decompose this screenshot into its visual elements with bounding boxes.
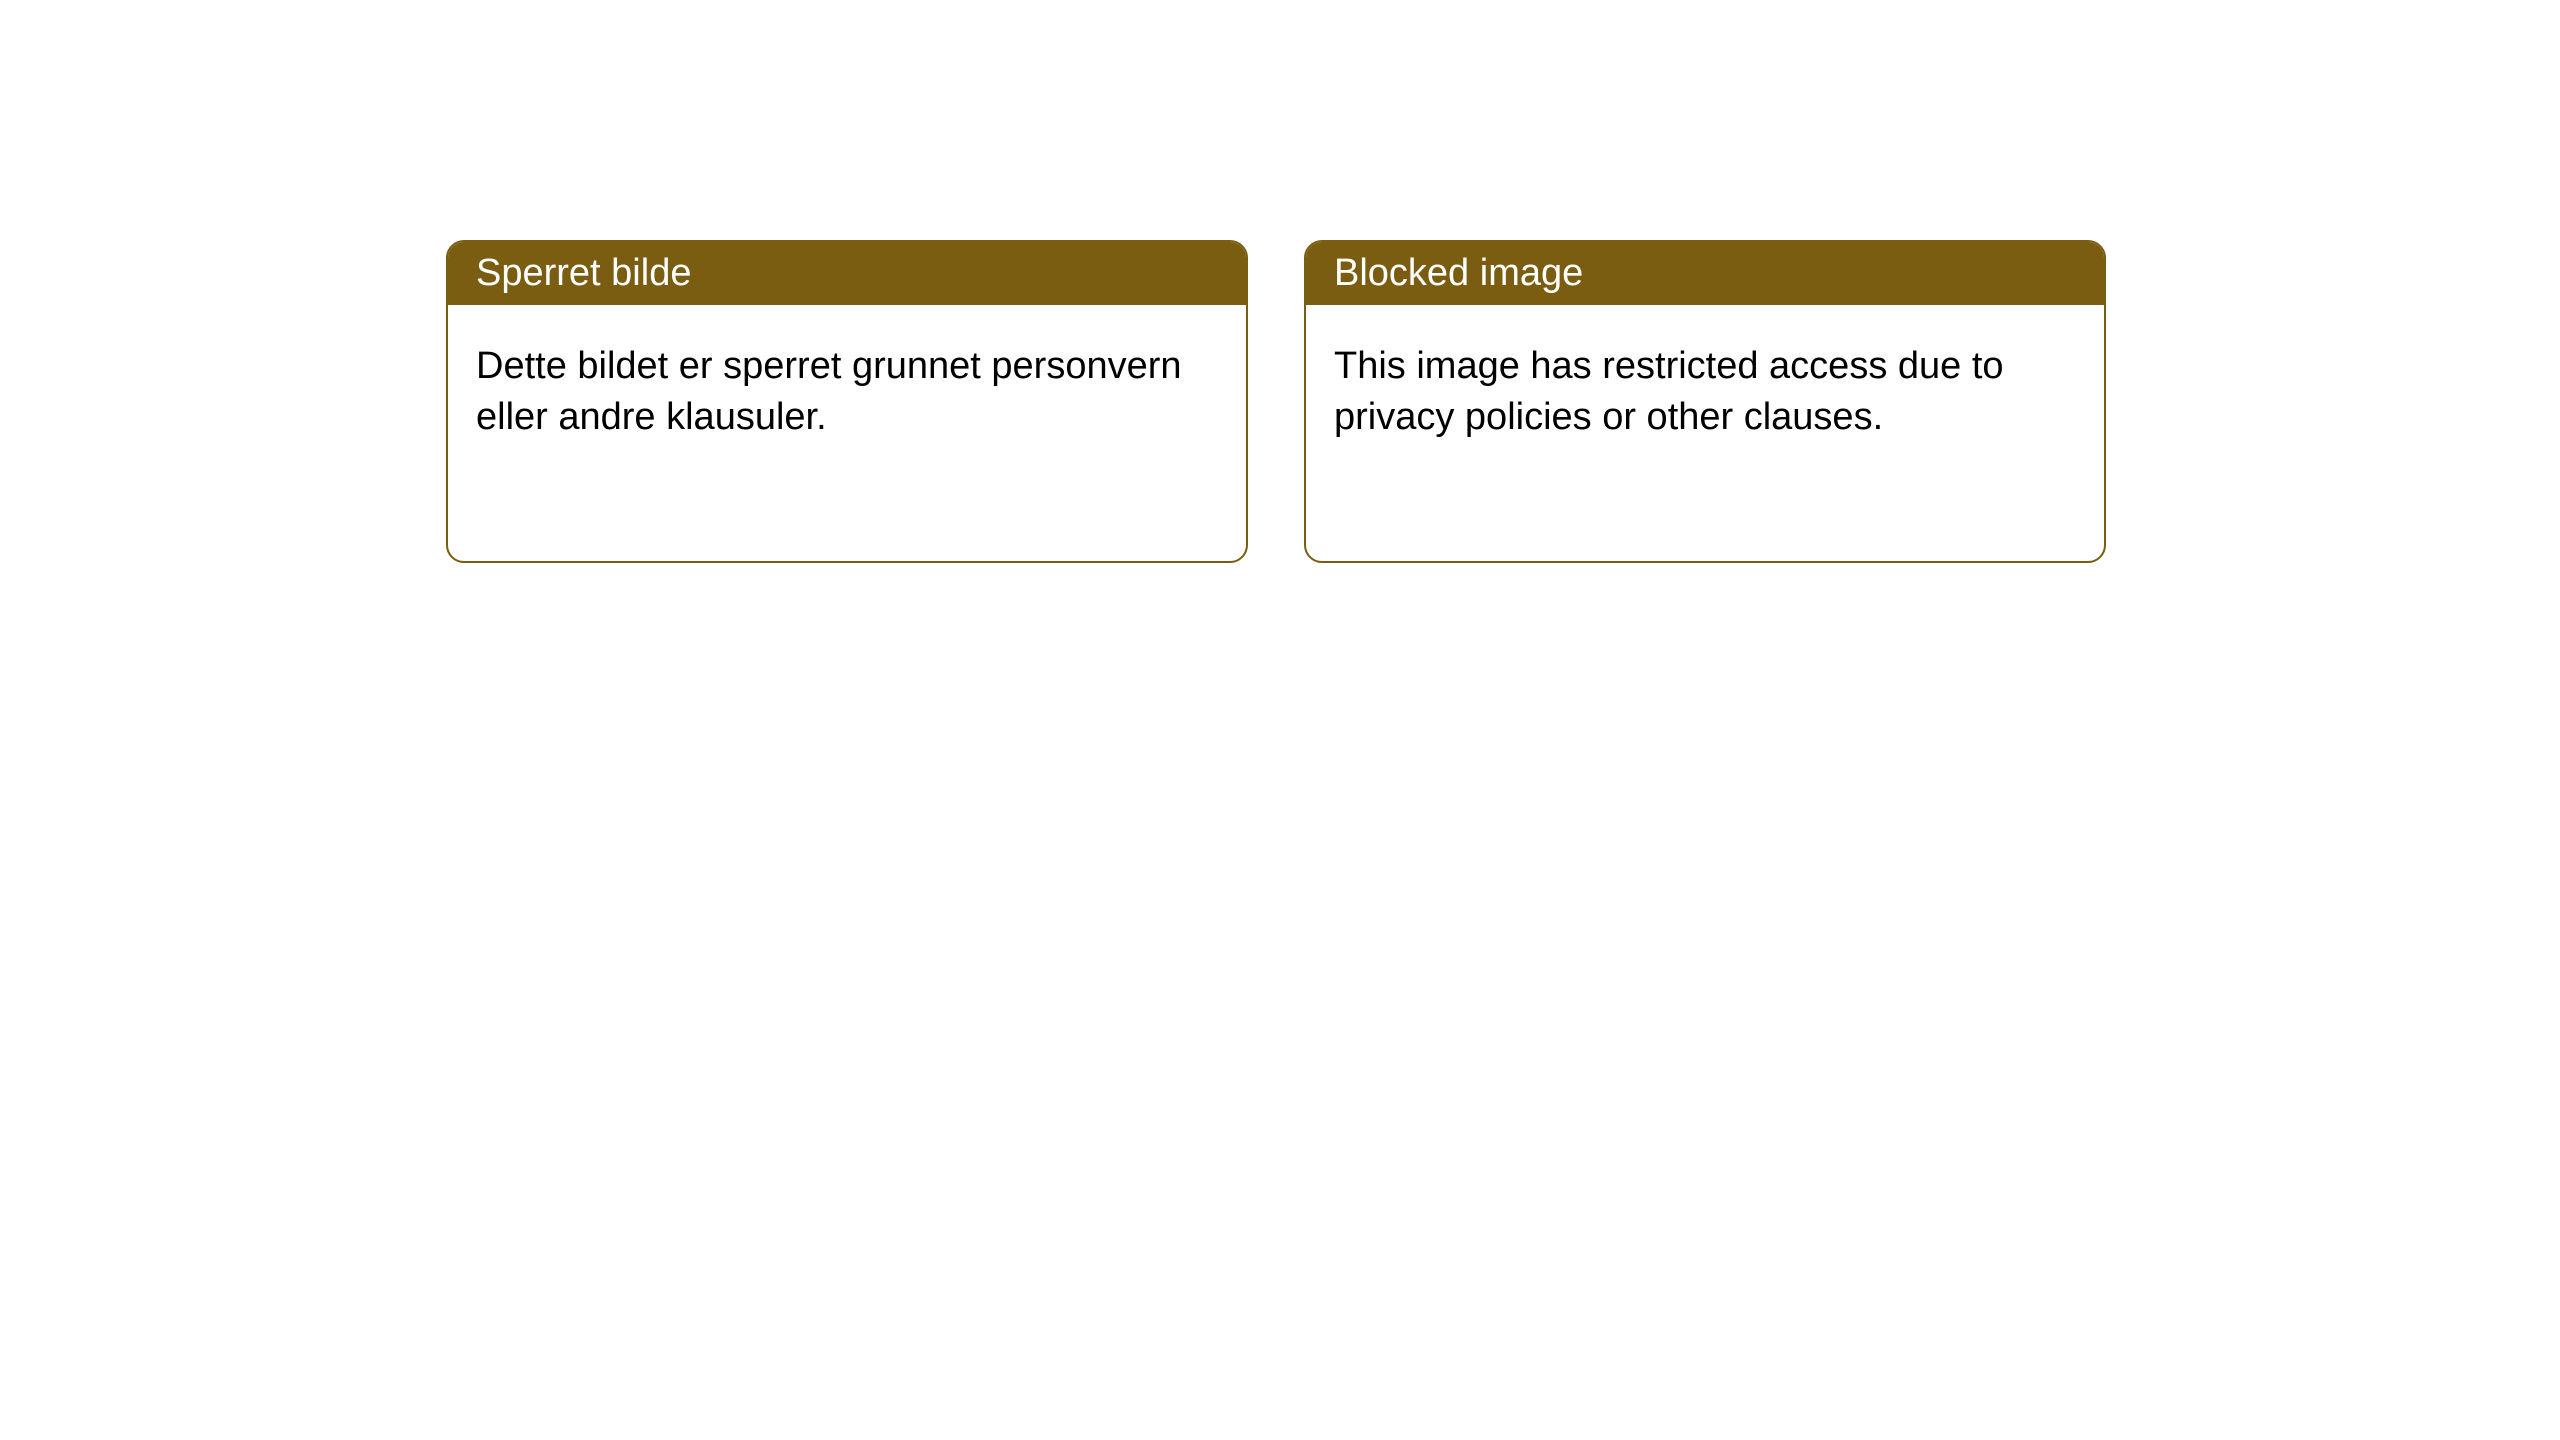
blocked-image-card-no: Sperret bilde Dette bildet er sperret gr… — [446, 240, 1248, 563]
notice-container: Sperret bilde Dette bildet er sperret gr… — [0, 0, 2560, 563]
card-title: Sperret bilde — [476, 252, 691, 294]
card-body: Dette bildet er sperret grunnet personve… — [448, 305, 1246, 561]
card-title: Blocked image — [1334, 252, 1583, 294]
card-header: Sperret bilde — [448, 242, 1246, 305]
card-header: Blocked image — [1306, 242, 2104, 305]
card-message: Dette bildet er sperret grunnet personve… — [476, 345, 1182, 438]
card-message: This image has restricted access due to … — [1334, 345, 2004, 438]
blocked-image-card-en: Blocked image This image has restricted … — [1304, 240, 2106, 563]
card-body: This image has restricted access due to … — [1306, 305, 2104, 561]
